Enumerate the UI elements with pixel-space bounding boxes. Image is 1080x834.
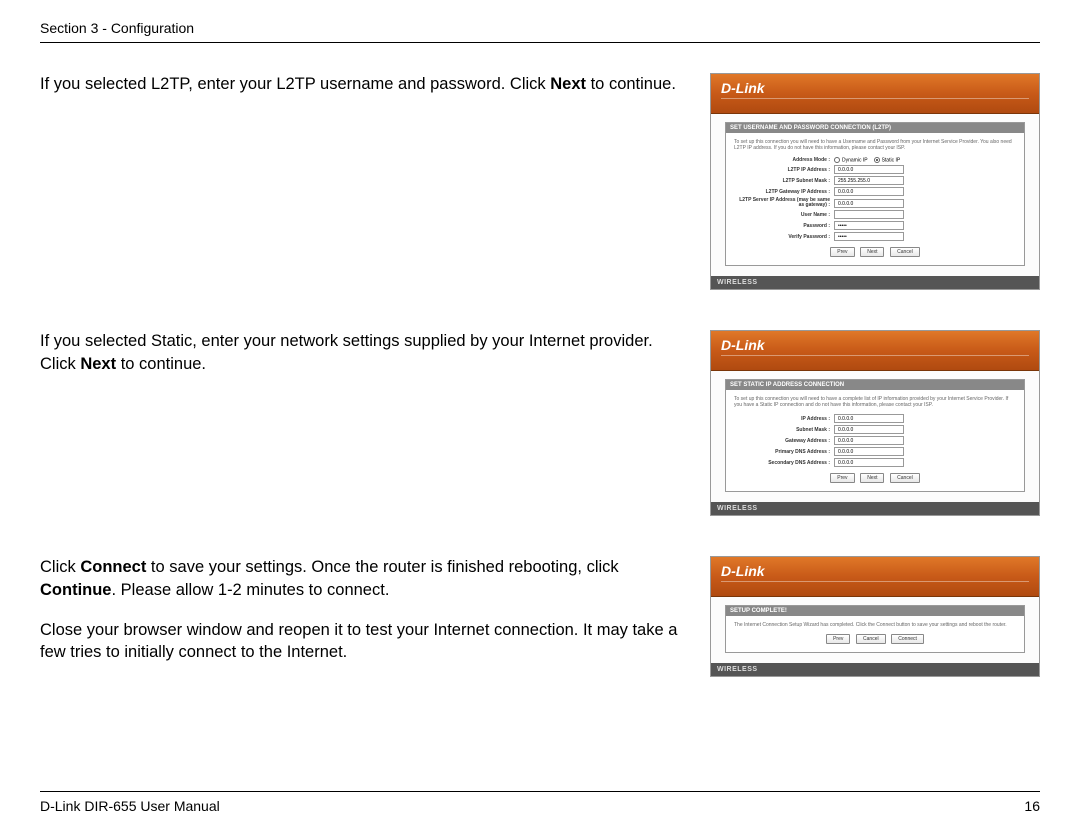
gw-input[interactable]: 0.0.0.0 [834,436,904,445]
cancel-button[interactable]: Cancel [856,634,886,644]
panel-title: SET STATIC IP ADDRESS CONNECTION [726,380,1024,390]
wireless-label: WIRELESS [711,276,1039,289]
step-complete: Click Connect to save your settings. Onc… [40,556,1040,681]
l2tp-mask-input[interactable]: 255.255.255.0 [834,176,904,185]
dns1-input[interactable]: 0.0.0.0 [834,447,904,456]
dns2-input[interactable]: 0.0.0.0 [834,458,904,467]
next-button[interactable]: Next [860,247,884,257]
instruction-text: If you selected Static, enter your netwo… [40,330,690,393]
wireless-label: WIRELESS [711,663,1039,676]
panel-desc: To set up this connection you will need … [734,396,1016,408]
mask-input[interactable]: 0.0.0.0 [834,425,904,434]
l2tp-server-input[interactable]: 0.0.0.0 [834,199,904,208]
page-header: Section 3 - Configuration [40,20,1040,43]
step-static: If you selected Static, enter your netwo… [40,330,1040,516]
next-button[interactable]: Next [860,473,884,483]
prev-button[interactable]: Prev [826,634,850,644]
page-footer: D-Link DIR-655 User Manual 16 [40,791,1040,814]
prev-button[interactable]: Prev [830,473,854,483]
panel-desc: The Internet Connection Setup Wizard has… [734,622,1016,628]
screenshot-static: D-Link SET STATIC IP ADDRESS CONNECTION … [710,330,1040,516]
screenshot-l2tp: D-Link SET USERNAME AND PASSWORD CONNECT… [710,73,1040,290]
username-input[interactable] [834,210,904,219]
l2tp-gw-input[interactable]: 0.0.0.0 [834,187,904,196]
section-label: Section 3 - Configuration [40,20,194,36]
panel-desc: To set up this connection you will need … [734,139,1016,151]
brand-bar: D-Link [711,557,1039,597]
address-mode-radios[interactable]: Dynamic IP Static IP [834,157,900,163]
page-number: 16 [1024,798,1040,814]
verify-password-input[interactable]: ••••• [834,232,904,241]
cancel-button[interactable]: Cancel [890,473,920,483]
step-l2tp: If you selected L2TP, enter your L2TP us… [40,73,1040,290]
ip-input[interactable]: 0.0.0.0 [834,414,904,423]
wireless-label: WIRELESS [711,502,1039,515]
panel-title: SETUP COMPLETE! [726,606,1024,616]
connect-button[interactable]: Connect [891,634,924,644]
instruction-text: Click Connect to save your settings. Onc… [40,556,690,681]
prev-button[interactable]: Prev [830,247,854,257]
brand-bar: D-Link [711,74,1039,114]
screenshot-complete: D-Link SETUP COMPLETE! The Internet Conn… [710,556,1040,677]
brand-bar: D-Link [711,331,1039,371]
panel-title: SET USERNAME AND PASSWORD CONNECTION (L2… [726,123,1024,133]
instruction-text: If you selected L2TP, enter your L2TP us… [40,73,690,113]
l2tp-ip-input[interactable]: 0.0.0.0 [834,165,904,174]
footer-left: D-Link DIR-655 User Manual [40,798,220,814]
cancel-button[interactable]: Cancel [890,247,920,257]
password-input[interactable]: ••••• [834,221,904,230]
